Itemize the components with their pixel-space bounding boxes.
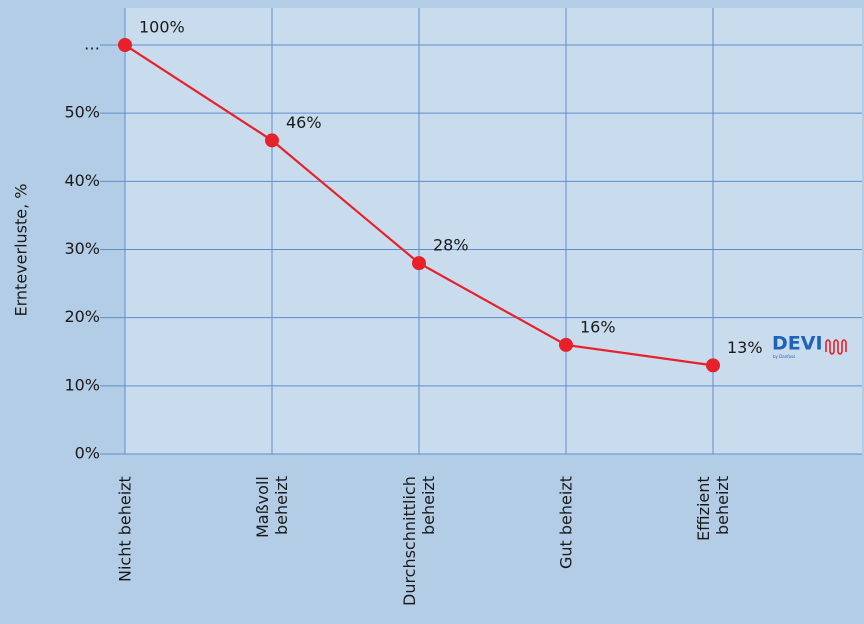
y-tick-label: 0% [75,444,100,463]
y-tick-label: 20% [64,307,100,326]
data-label: 28% [433,236,469,255]
logo-sub: by Danfoss [773,354,795,359]
x-tick-label: Durchschnittlich beheizt [400,476,438,606]
y-axis-label: Ernteverluste, % [12,184,31,317]
point [118,38,132,52]
point [706,358,720,373]
x-tick-label: Nicht beheizt [115,476,135,582]
data-label: 16% [580,317,616,336]
logo: DEVI by Danfoss [772,333,847,359]
logo-wave [825,339,847,355]
y-tick-label: 40% [64,171,100,190]
plot-area [125,8,862,454]
point [559,337,573,352]
point [265,133,279,148]
x-tick-label: Effizient beheizt [694,476,732,541]
point [412,256,426,271]
data-label: 46% [286,113,322,132]
x-tick-label: Gut beheizt [556,476,576,569]
y-tick-label: 30% [64,239,100,258]
data-label: 13% [727,338,763,357]
y-tick-label: 10% [64,375,100,394]
logo-name: DEVI [772,333,823,355]
x-tick-label: Maßvoll beheizt [253,476,291,538]
y-tick-label: … [84,35,100,54]
data-label: 100% [139,18,185,37]
y-tick-label: 50% [64,103,100,122]
